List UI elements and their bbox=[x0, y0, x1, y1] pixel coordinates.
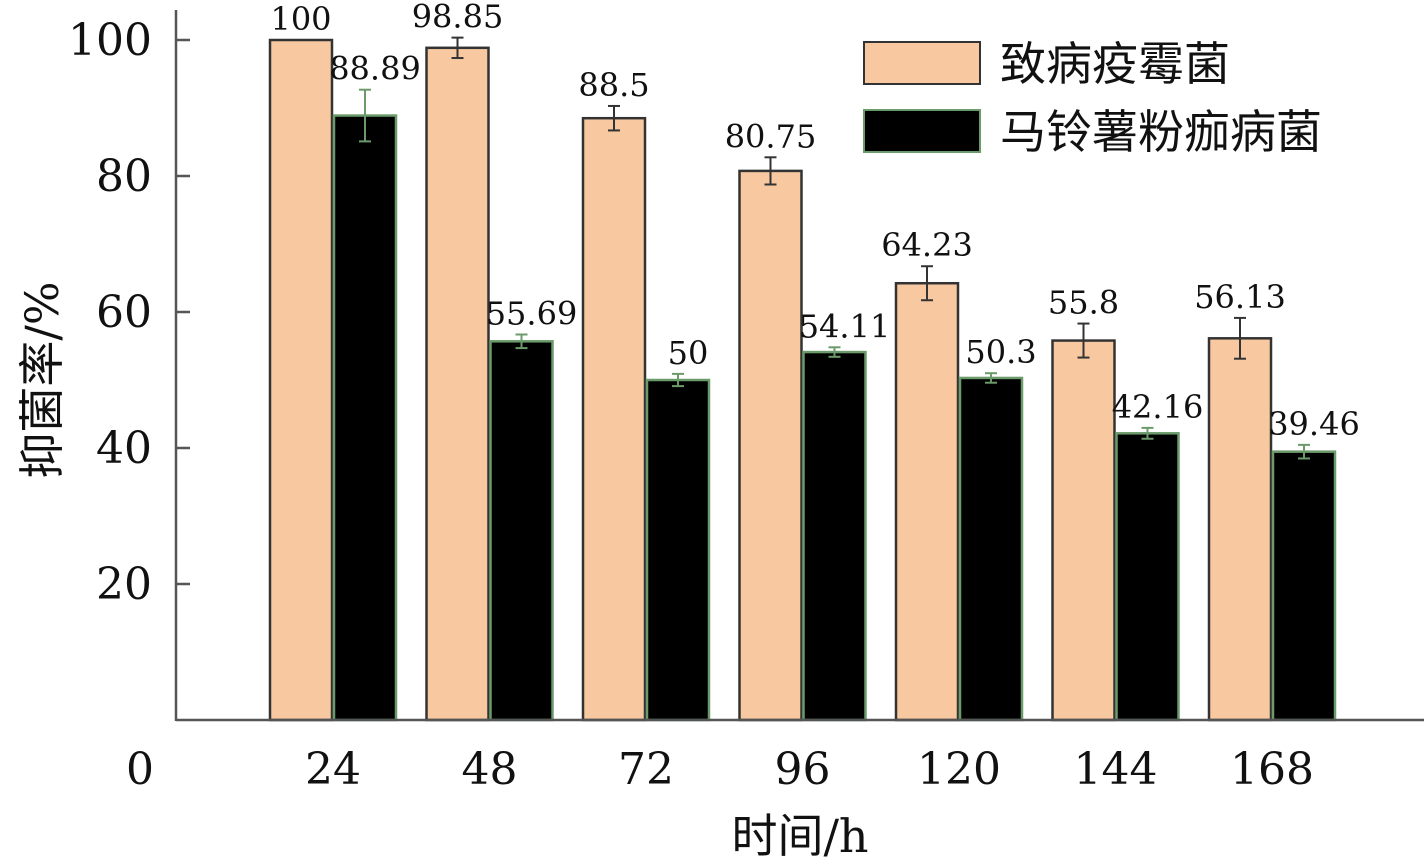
bar-series-2-168 bbox=[1271, 450, 1337, 722]
x-tick-label-72: 72 bbox=[618, 744, 674, 795]
data-label-series-1-96: 80.75 bbox=[725, 117, 817, 155]
bar-series-1-72 bbox=[581, 116, 647, 722]
error-bar-series-1-72 bbox=[608, 104, 620, 132]
y-tick-label-40: 40 bbox=[96, 423, 152, 474]
y-tick-label-100: 100 bbox=[68, 15, 152, 66]
y-tick-label-20: 20 bbox=[96, 559, 152, 610]
error-bar-series-2-168 bbox=[1298, 443, 1310, 460]
error-bar-series-1-168 bbox=[1234, 316, 1246, 360]
y-tick-label-0: 0 bbox=[126, 744, 154, 795]
error-bar-series-1-48 bbox=[451, 36, 464, 60]
data-label-series-2-96: 54.11 bbox=[799, 307, 891, 345]
error-bar-series-2-72 bbox=[672, 372, 684, 388]
y-tick-label-60: 60 bbox=[96, 287, 152, 338]
bar-series-1-96 bbox=[738, 169, 803, 722]
x-tick-label-24: 24 bbox=[305, 744, 361, 795]
bar-series-1-144 bbox=[1051, 339, 1116, 722]
legend-swatch-series-2 bbox=[863, 109, 981, 153]
y-ticks: 0 20 40 60 80 100 bbox=[68, 15, 190, 795]
error-bar-series-2-144 bbox=[1141, 426, 1154, 440]
error-bar-series-2-48 bbox=[515, 333, 528, 350]
data-label-series-1-144: 55.8 bbox=[1048, 284, 1119, 322]
bar-series-1-24 bbox=[268, 38, 334, 722]
error-bars-layer bbox=[359, 36, 1310, 460]
error-bar-series-2-96 bbox=[828, 346, 841, 358]
bar-series-1-120 bbox=[894, 281, 960, 722]
data-label-series-2-24: 88.89 bbox=[329, 50, 421, 88]
data-label-series-1-72: 88.5 bbox=[578, 66, 649, 104]
bar-series-1-168 bbox=[1207, 337, 1273, 722]
bar-series-2-120 bbox=[958, 376, 1024, 722]
bar-series-2-72 bbox=[645, 378, 711, 722]
x-tick-label-120: 120 bbox=[917, 744, 1001, 795]
x-axis-label: 时间/h bbox=[731, 809, 868, 863]
data-label-series-1-120: 64.23 bbox=[881, 226, 973, 264]
bar-series-1-48 bbox=[425, 46, 490, 722]
legend: 致病疫霉菌 马铃薯粉痂病菌 bbox=[863, 37, 1322, 159]
bar-series-2-24 bbox=[332, 114, 398, 722]
error-bar-series-1-120 bbox=[921, 265, 933, 302]
x-tick-label-96: 96 bbox=[775, 744, 831, 795]
data-label-series-1-48: 98.85 bbox=[412, 0, 504, 36]
data-label-series-2-48: 55.69 bbox=[486, 295, 578, 333]
legend-label-series-2: 马铃薯粉痂病菌 bbox=[1000, 105, 1322, 159]
data-label-series-2-144: 42.16 bbox=[1112, 388, 1204, 426]
legend-swatch-series-1 bbox=[863, 41, 981, 85]
data-label-series-2-120: 50.3 bbox=[965, 333, 1036, 371]
error-bar-series-1-96 bbox=[764, 156, 777, 186]
error-bar-series-1-144 bbox=[1077, 322, 1090, 359]
y-axis-label: 抑菌率/% bbox=[15, 281, 69, 478]
data-label-series-1-24: 100 bbox=[270, 0, 331, 38]
bar-series-2-48 bbox=[489, 340, 554, 722]
error-bar-series-2-24 bbox=[359, 88, 371, 143]
data-label-series-1-168: 56.13 bbox=[1194, 278, 1286, 316]
error-bar-series-2-120 bbox=[985, 372, 997, 384]
data-labels-layer: 100 88.89 98.85 55.69 88.5 50 80.75 54.11 64.23 5… bbox=[270, 0, 1359, 443]
x-tick-label-168: 168 bbox=[1230, 744, 1314, 795]
legend-label-series-1: 致病疫霉菌 bbox=[1000, 37, 1230, 91]
y-tick-label-80: 80 bbox=[96, 151, 152, 202]
x-ticks: 24 48 72 96 120 144 168 bbox=[305, 744, 1314, 795]
bar-series-2-96 bbox=[802, 350, 867, 722]
data-label-series-2-72: 50 bbox=[668, 334, 709, 372]
bar-series-2-144 bbox=[1115, 432, 1180, 722]
data-label-series-2-168: 39.46 bbox=[1268, 405, 1360, 443]
x-tick-label-48: 48 bbox=[462, 744, 518, 795]
x-tick-label-144: 144 bbox=[1074, 744, 1158, 795]
